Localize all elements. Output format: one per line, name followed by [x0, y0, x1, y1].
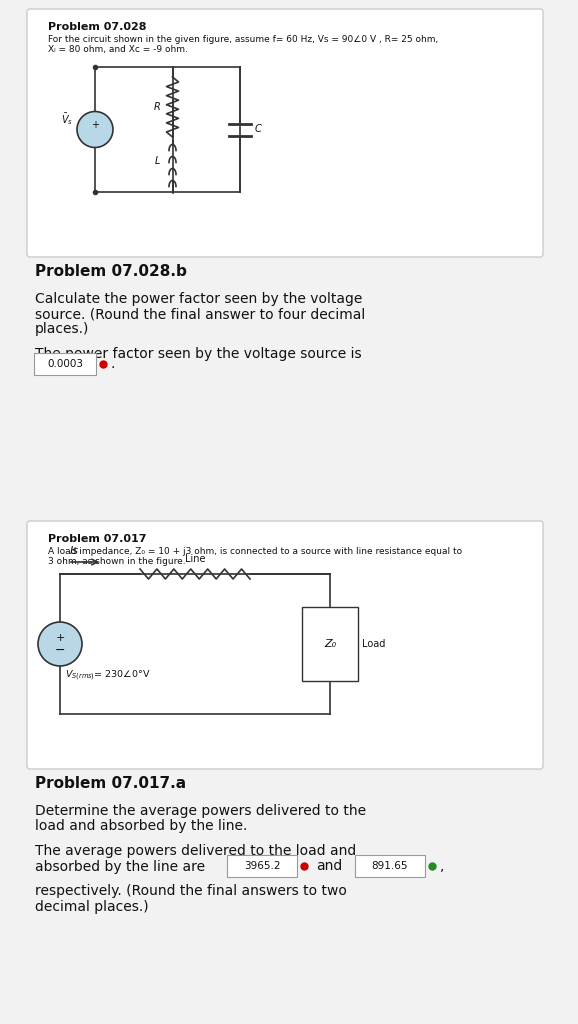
Text: R: R [154, 102, 161, 112]
Circle shape [77, 112, 113, 147]
Text: The power factor seen by the voltage source is: The power factor seen by the voltage sou… [35, 347, 362, 361]
Text: 3 ohm, as shown in the figure.: 3 ohm, as shown in the figure. [48, 557, 186, 566]
Text: and: and [316, 859, 342, 873]
Text: For the circuit shown in the given figure, assume f= 60 Hz, Vs = 90∠0 V , R= 25 : For the circuit shown in the given figur… [48, 35, 438, 44]
FancyBboxPatch shape [227, 855, 297, 877]
Text: −: − [55, 643, 65, 656]
Text: Problem 07.017: Problem 07.017 [48, 534, 146, 544]
Text: .: . [111, 357, 116, 371]
Text: respectively. (Round the final answers to two: respectively. (Round the final answers t… [35, 884, 347, 898]
FancyBboxPatch shape [34, 353, 96, 375]
Text: Is: Is [70, 546, 79, 556]
Text: absorbed by the line are: absorbed by the line are [35, 860, 205, 874]
Text: source. (Round the final answer to four decimal: source. (Round the final answer to four … [35, 307, 365, 321]
Text: A load impedance, Z₀ = 10 + j3 ohm, is connected to a source with line resistanc: A load impedance, Z₀ = 10 + j3 ohm, is c… [48, 547, 462, 556]
Text: C: C [255, 125, 261, 134]
Text: load and absorbed by the line.: load and absorbed by the line. [35, 819, 247, 833]
Text: Problem 07.017.a: Problem 07.017.a [35, 776, 186, 791]
Text: $\bar{V}_s$: $\bar{V}_s$ [61, 112, 73, 127]
FancyBboxPatch shape [355, 855, 425, 877]
Circle shape [38, 622, 82, 666]
Text: 0.0003: 0.0003 [47, 359, 83, 369]
Text: 3965.2: 3965.2 [244, 861, 280, 871]
Text: Load: Load [362, 639, 386, 649]
Text: +: + [91, 121, 99, 130]
FancyBboxPatch shape [27, 521, 543, 769]
Text: ,: , [440, 859, 444, 873]
Text: The average powers delivered to the load and: The average powers delivered to the load… [35, 844, 356, 858]
Text: L: L [155, 156, 160, 166]
Text: Determine the average powers delivered to the: Determine the average powers delivered t… [35, 804, 366, 818]
Text: Problem 07.028.b: Problem 07.028.b [35, 264, 187, 279]
Text: Calculate the power factor seen by the voltage: Calculate the power factor seen by the v… [35, 292, 362, 306]
Text: 891.65: 891.65 [372, 861, 408, 871]
Text: Z₀: Z₀ [324, 639, 336, 649]
Text: decimal places.): decimal places.) [35, 900, 149, 914]
Text: +: + [55, 633, 65, 643]
Text: Problem 07.028: Problem 07.028 [48, 22, 146, 32]
Text: Xₗ = 80 ohm, and Xᴄ = -9 ohm.: Xₗ = 80 ohm, and Xᴄ = -9 ohm. [48, 45, 188, 54]
FancyBboxPatch shape [302, 607, 358, 681]
Text: $V_{S(rms)}$= 230$\angle$0°V: $V_{S(rms)}$= 230$\angle$0°V [65, 669, 151, 683]
Text: Line: Line [185, 554, 205, 564]
Text: places.): places.) [35, 322, 90, 336]
FancyBboxPatch shape [27, 9, 543, 257]
